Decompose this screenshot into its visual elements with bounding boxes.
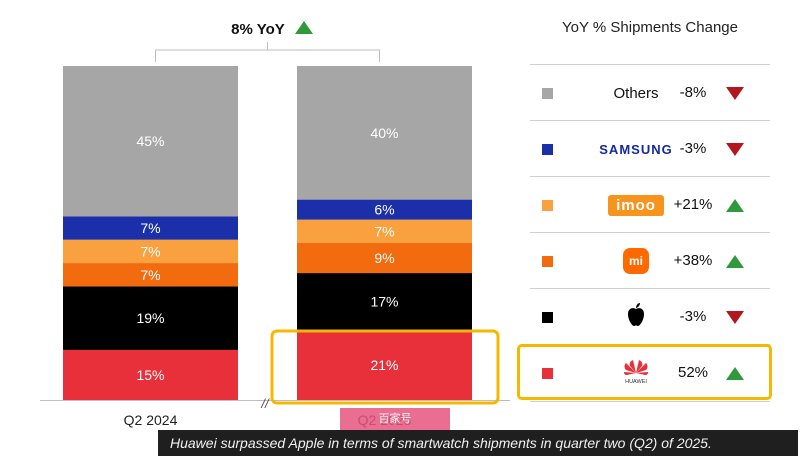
legend-swatch bbox=[542, 256, 553, 267]
huawei-logo: HUAWEI bbox=[619, 357, 653, 390]
data-label-imoo-0: 7% bbox=[140, 243, 160, 259]
apple-icon bbox=[625, 302, 647, 333]
yoy-up-arrow-icon bbox=[295, 21, 313, 34]
bar-samsung-0 bbox=[63, 216, 238, 240]
bar-xiaomi-1 bbox=[297, 243, 472, 274]
xiaomi-logo: mi bbox=[623, 248, 649, 274]
bar-xiaomi-0 bbox=[63, 263, 238, 287]
data-label-samsung-1: 6% bbox=[374, 202, 394, 218]
stacked-bar-chart: 15%19%7%7%7%45%Q2 202421%17%9%7%6%40%Q2 … bbox=[40, 21, 510, 428]
legend-title: YoY % Shipments Change bbox=[562, 19, 738, 36]
data-label-others-1: 40% bbox=[370, 125, 398, 141]
legend-brand: mi bbox=[576, 233, 696, 289]
bar-apple-1 bbox=[297, 273, 472, 330]
down-arrow-icon bbox=[726, 87, 744, 100]
legend-row: -3% bbox=[530, 288, 770, 345]
bar-samsung-1 bbox=[297, 199, 472, 220]
legend-brand: Others bbox=[576, 65, 696, 121]
svg-text:HUAWEI: HUAWEI bbox=[625, 379, 647, 385]
legend-swatch bbox=[542, 88, 553, 99]
brand-name: Others bbox=[613, 84, 659, 102]
axis-break-mark: // bbox=[260, 396, 270, 411]
legend-brand: SAMSUNG bbox=[576, 121, 696, 177]
bar-others-0 bbox=[63, 66, 238, 217]
bar-huawei-0 bbox=[63, 349, 238, 400]
legend-row: mi +38% bbox=[530, 232, 770, 289]
legend-swatch bbox=[542, 144, 553, 155]
bar-others-1 bbox=[297, 66, 472, 200]
data-label-apple-0: 19% bbox=[136, 310, 164, 326]
data-label-xiaomi-1: 9% bbox=[374, 250, 394, 266]
data-label-huawei-1: 21% bbox=[370, 357, 398, 373]
bar-imoo-0 bbox=[63, 239, 238, 264]
data-label-huawei-0: 15% bbox=[136, 367, 164, 383]
legend-change-value: 52% bbox=[677, 364, 709, 381]
data-label-apple-1: 17% bbox=[370, 293, 398, 309]
legend-brand: imoo bbox=[576, 177, 696, 233]
legend-change-value: -3% bbox=[679, 308, 707, 325]
yoy-bracket bbox=[155, 42, 380, 62]
legend-swatch bbox=[542, 312, 553, 323]
data-label-xiaomi-0: 7% bbox=[140, 267, 160, 283]
data-label-imoo-1: 7% bbox=[374, 223, 394, 239]
huawei-legend-highlight bbox=[517, 344, 772, 400]
legend-swatch bbox=[542, 200, 553, 211]
data-label-samsung-0: 7% bbox=[140, 220, 160, 236]
legend-change-value: +38% bbox=[673, 252, 713, 269]
huawei-bar-highlight bbox=[270, 329, 500, 405]
legend-swatch bbox=[542, 368, 553, 379]
legend-row: HUAWEI 52% bbox=[530, 344, 770, 402]
legend-brand: HUAWEI bbox=[576, 345, 696, 401]
up-arrow-icon bbox=[726, 367, 744, 380]
legend-row: SAMSUNG -3% bbox=[530, 120, 770, 177]
caption-banner: Huawei surpassed Apple in terms of smart… bbox=[158, 430, 798, 456]
down-arrow-icon bbox=[726, 311, 744, 324]
legend-row: Others -8% bbox=[530, 64, 770, 121]
samsung-logo: SAMSUNG bbox=[599, 141, 673, 157]
legend-row: imoo +21% bbox=[530, 176, 770, 233]
down-arrow-icon bbox=[726, 143, 744, 156]
legend-brand bbox=[576, 289, 696, 345]
imoo-logo: imoo bbox=[608, 194, 664, 216]
tick-label-0: Q2 2024 bbox=[124, 412, 178, 428]
bar-apple-0 bbox=[63, 286, 238, 350]
legend-change-value: -3% bbox=[679, 140, 707, 157]
legend-change-value: -8% bbox=[679, 84, 707, 101]
up-arrow-icon bbox=[726, 199, 744, 212]
up-arrow-icon bbox=[726, 255, 744, 268]
bar-huawei-1 bbox=[297, 329, 472, 400]
yoy-label: 8% YoY bbox=[231, 21, 285, 38]
data-label-others-0: 45% bbox=[136, 133, 164, 149]
watermark: 百家号 bbox=[340, 408, 450, 430]
legend-change-value: +21% bbox=[673, 196, 713, 213]
bar-imoo-1 bbox=[297, 219, 472, 244]
